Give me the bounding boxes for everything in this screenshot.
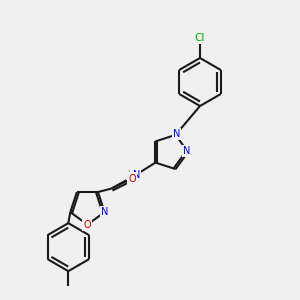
Text: N: N [133, 169, 140, 180]
Text: O: O [84, 220, 91, 230]
Text: N: N [173, 129, 180, 139]
Text: N: N [183, 146, 191, 156]
Text: N: N [101, 207, 108, 217]
Text: O: O [129, 174, 136, 184]
Text: H: H [127, 170, 134, 179]
Text: Cl: Cl [195, 33, 205, 43]
